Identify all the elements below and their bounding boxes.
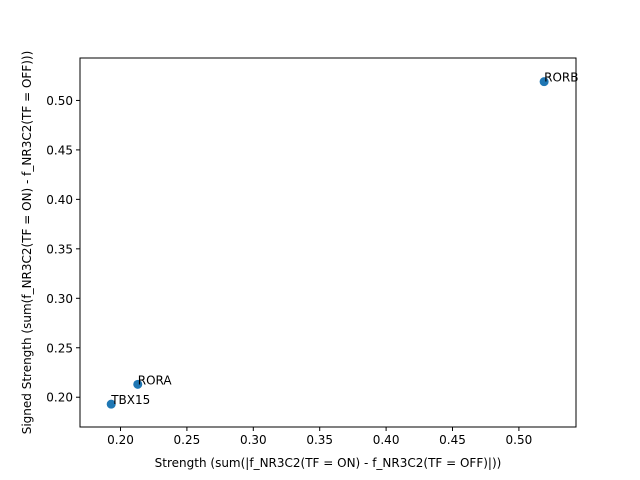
y-tick-label: 0.35 xyxy=(46,242,73,256)
x-tick-label: 0.20 xyxy=(107,433,134,447)
plot-frame xyxy=(79,57,577,428)
y-axis-label: Signed Strength (sum(f_NR3C2(TF = ON) - … xyxy=(20,51,34,435)
x-tick-label: 0.25 xyxy=(174,433,201,447)
y-tick-label: 0.30 xyxy=(46,292,73,306)
x-tick-label: 0.35 xyxy=(306,433,333,447)
data-point-tbx15 xyxy=(106,399,116,409)
point-label-rora: RORA xyxy=(138,373,173,387)
y-tick-label: 0.50 xyxy=(46,94,73,108)
data-points xyxy=(106,77,549,409)
x-axis-ticks: 0.20 0.25 0.30 0.35 0.40 0.45 0.50 xyxy=(107,427,532,447)
x-tick-label: 0.40 xyxy=(373,433,400,447)
data-point-rorb xyxy=(539,77,549,87)
point-label-rorb: RORB xyxy=(544,71,578,85)
y-tick-label: 0.20 xyxy=(46,391,73,405)
y-tick-label: 0.25 xyxy=(46,341,73,355)
y-tick-label: 0.40 xyxy=(46,193,73,207)
x-axis-label: Strength (sum(|f_NR3C2(TF = ON) - f_NR3C… xyxy=(155,456,502,470)
x-tick-label: 0.30 xyxy=(240,433,267,447)
x-tick-label: 0.45 xyxy=(439,433,466,447)
x-tick-label: 0.50 xyxy=(506,433,533,447)
point-label-tbx15: TBX15 xyxy=(110,393,150,407)
point-labels: RORB RORA TBX15 xyxy=(110,71,578,408)
plot-area xyxy=(80,58,576,427)
y-tick-label: 0.45 xyxy=(46,143,73,157)
y-axis-ticks: 0.20 0.25 0.30 0.35 0.40 0.45 0.50 xyxy=(46,94,80,405)
data-point-rora xyxy=(133,379,143,389)
